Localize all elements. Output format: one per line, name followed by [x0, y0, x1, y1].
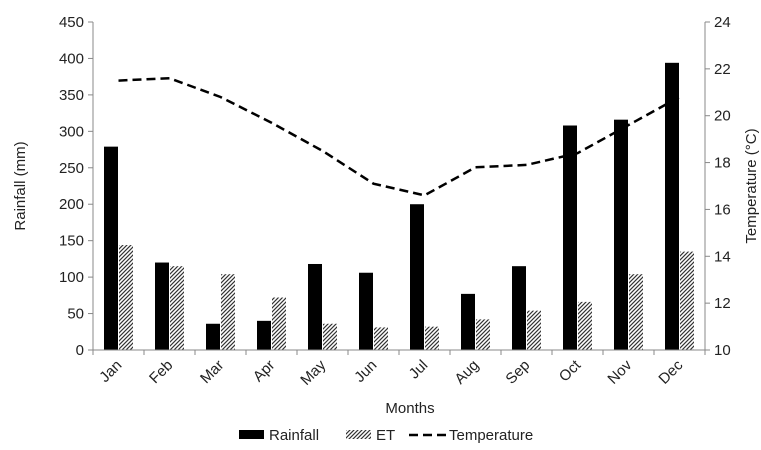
- bar-rainfall-sep: [512, 266, 526, 350]
- temperature-line: [118, 76, 681, 197]
- bar-rainfall-aug: [461, 293, 475, 350]
- x-tick-label: Jan: [96, 357, 125, 386]
- legend-label-et: ET: [376, 427, 395, 444]
- bar-et-aug: [476, 319, 490, 350]
- x-tick-label: Aug: [451, 357, 482, 388]
- bar-rainfall-feb: [155, 262, 169, 350]
- y-tick-label: 300: [59, 123, 84, 140]
- y-tick-label: 400: [59, 50, 84, 67]
- x-tick-label: Feb: [146, 357, 176, 387]
- legend-swatch-et: [346, 430, 371, 439]
- bar-et-oct: [578, 301, 592, 350]
- y2-axis-title: Temperature (°C): [743, 128, 760, 243]
- bar-rainfall-jul: [410, 204, 424, 350]
- y-tick-label: 150: [59, 233, 84, 250]
- y-tick-label: 0: [76, 342, 84, 359]
- y2-tick-label: 10: [714, 342, 731, 359]
- legend-label-temperature: Temperature: [449, 427, 533, 444]
- x-tick-label: Mar: [197, 357, 227, 387]
- x-tick-label: Dec: [655, 356, 686, 387]
- bar-rainfall-jan: [104, 146, 118, 350]
- y2-tick-label: 16: [714, 201, 731, 218]
- bar-et-mar: [221, 274, 235, 350]
- bar-rainfall-nov: [614, 119, 628, 350]
- y2-tick-label: 20: [714, 108, 731, 125]
- y-tick-label: 100: [59, 269, 84, 286]
- x-tick-label: Nov: [604, 356, 635, 387]
- y-tick-label: 350: [59, 87, 84, 104]
- bar-et-may: [323, 323, 337, 350]
- bar-et-jun: [374, 327, 388, 350]
- x-tick-label: Sep: [502, 357, 533, 388]
- bar-rainfall-mar: [206, 323, 220, 350]
- x-tick-label: Jun: [351, 357, 380, 386]
- bar-et-sep: [527, 310, 541, 350]
- x-axis-title: Months: [385, 400, 434, 417]
- y-tick-label: 200: [59, 196, 84, 213]
- y2-tick-label: 18: [714, 155, 731, 172]
- bar-et-jul: [425, 326, 439, 350]
- y2-tick-label: 24: [714, 14, 731, 31]
- bar-et-nov: [629, 274, 643, 350]
- x-tick-label: Jul: [406, 357, 432, 383]
- y2-tick-label: 12: [714, 295, 731, 312]
- x-tick-label: Apr: [250, 357, 279, 386]
- x-tick-label: Oct: [556, 356, 585, 385]
- y-tick-label: 450: [59, 14, 84, 31]
- bar-et-apr: [272, 297, 286, 350]
- bar-rainfall-oct: [563, 125, 577, 350]
- bar-et-feb: [170, 266, 184, 350]
- bar-et-dec: [680, 251, 694, 350]
- y2-tick-label: 14: [714, 248, 731, 265]
- y-tick-label: 50: [67, 306, 84, 323]
- bar-rainfall-dec: [665, 62, 679, 350]
- legend-label-rainfall: Rainfall: [269, 427, 319, 444]
- y2-tick-label: 22: [714, 61, 731, 78]
- legend: Rainfall ET Temperature: [239, 427, 533, 444]
- bar-rainfall-jun: [359, 272, 373, 350]
- y-tick-label: 250: [59, 160, 84, 177]
- plot-area: 0 50 100 150 200 250 300 350 400 450 10 12 14 16 18 20 2…: [59, 14, 731, 389]
- y-axis-title: Rainfall (mm): [12, 141, 29, 230]
- bar-rainfall-apr: [257, 320, 271, 350]
- bar-et-jan: [119, 245, 133, 350]
- legend-swatch-rainfall: [239, 430, 264, 439]
- bar-rainfall-may: [308, 263, 322, 350]
- x-tick-label: May: [297, 356, 329, 388]
